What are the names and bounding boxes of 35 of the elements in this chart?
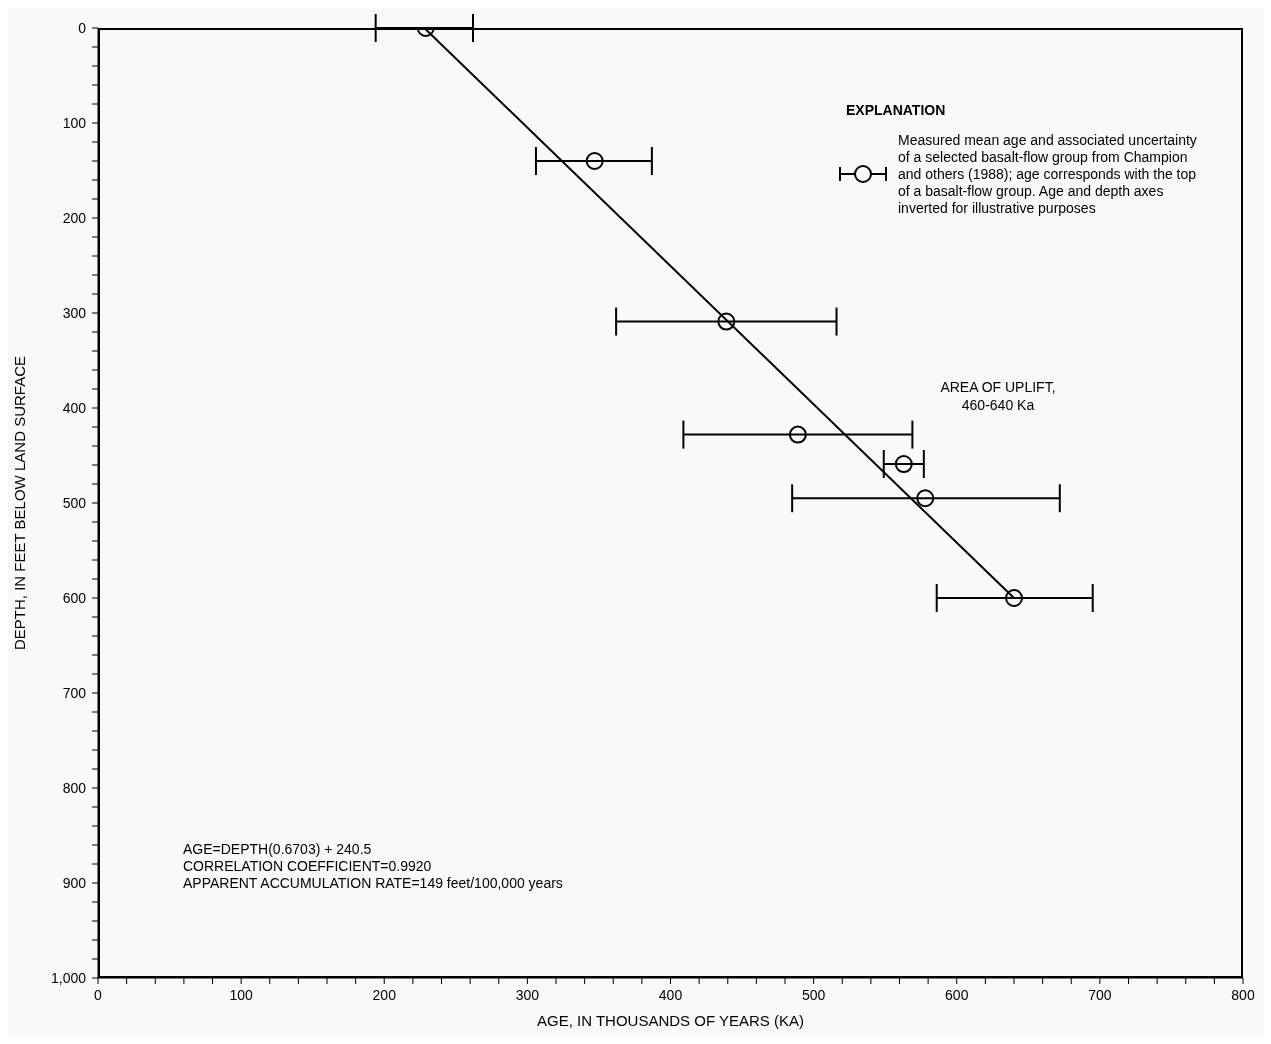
y-tick-label: 800	[62, 779, 87, 796]
x-tick-label: 200	[372, 986, 397, 1003]
x-tick-label: 300	[515, 986, 540, 1003]
x-tick-label: 100	[229, 986, 254, 1003]
y-tick-label: 0	[78, 19, 87, 36]
legend-label: Measured mean age and associated uncertainty of a selected basalt-flow group from Champion and others (1988); age corresponds with the top of a basalt-flow group. Age and depth axes inverted for illustrative purposes	[898, 132, 1198, 217]
x-tick-label: 700	[1088, 986, 1112, 1003]
y-tick-label: 600	[62, 589, 87, 606]
y-tick-label: 700	[62, 684, 87, 701]
point	[916, 489, 935, 508]
annotation: CORRELATION COEFFICIENT=0.9920	[183, 857, 433, 875]
point	[1005, 589, 1023, 607]
y-tick-label: 1,000	[50, 969, 87, 986]
annotation: APPARENT ACCUMULATION RATE=149 feet/100,000 years	[183, 874, 564, 892]
x-tick-label: 0	[94, 986, 103, 1003]
point	[585, 152, 604, 170]
y-tick-label: 400	[62, 399, 87, 416]
x-axis-title: AGE, IN THOUSANDS OF YEARS (KA)	[537, 1012, 804, 1029]
y-tick-label: 900	[62, 874, 87, 891]
point	[717, 312, 736, 331]
point	[894, 455, 913, 474]
x-tick-label: 500	[801, 986, 826, 1003]
y-tick-label: 200	[62, 209, 87, 226]
y-axis-title: DEPTH, IN FEET BELOW LAND SURFACE	[11, 356, 29, 650]
y-tick-label: 100	[62, 114, 87, 131]
y-tick-label: 300	[62, 304, 87, 321]
point	[788, 425, 807, 444]
x-tick-label: 800	[1231, 986, 1255, 1003]
y-tick-label: 500	[62, 494, 87, 511]
x-tick-label: 400	[658, 986, 683, 1003]
x-tick-label: 600	[945, 986, 969, 1003]
legend-title: EXPLANATION	[846, 102, 947, 118]
annotation: AREA OF UPLIFT, 460-640 Ka	[939, 378, 1057, 414]
legend-box: EXPLANATION Measured mean age and associated uncertainty of a selected basalt-flow group from Champion and others (1988); age corresponds with the top of a basalt-flow group. Age and depth axes inverted for illustrative purposes	[838, 102, 1218, 217]
annotation: AGE=DEPTH(0.6703) + 240.5	[183, 840, 373, 858]
